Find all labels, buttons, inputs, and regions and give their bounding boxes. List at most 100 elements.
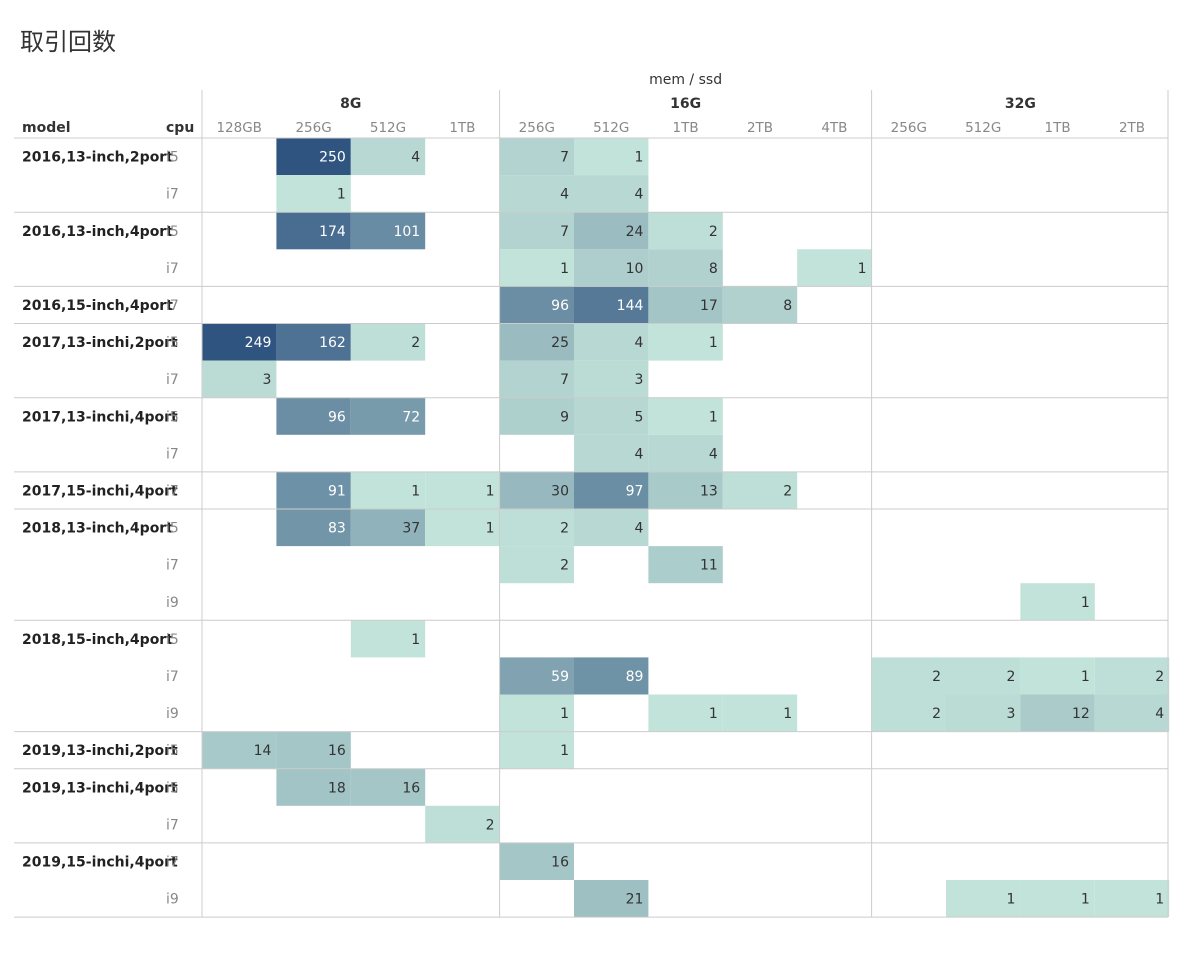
heatmap-cell [1020,657,1095,695]
mem-header-16g: 16G [670,96,701,112]
cell-value-label: 37 [402,521,420,537]
cell-value-label: 144 [617,298,644,314]
heatmap-cell [648,286,723,324]
cpu-label: i7 [166,372,179,388]
heatmap-cell [499,546,574,584]
cell-value-label: 10 [626,261,644,277]
heatmap-cell [202,731,277,769]
heatmap-cell [276,471,351,509]
cell-value-label: 14 [254,743,272,759]
cell-value-label: 4 [634,446,643,462]
cpu-label: i5 [166,224,179,240]
heatmap-cell [574,286,649,324]
cell-value-label: 59 [551,669,569,685]
cell-value-label: 2 [411,335,420,351]
heatmap-cell [499,731,574,769]
ssd-header-8g-256g: 256G [295,120,331,136]
heatmap-cell [946,694,1021,732]
cell-value-label: 91 [328,483,346,499]
heatmap-cell [574,880,649,918]
heatmap-cell [574,138,649,176]
cell-value-label: 1 [411,483,420,499]
heatmap-cell [574,509,649,547]
ssd-header-16g-1tb: 1TB [673,120,699,136]
cell-value-label: 21 [626,892,644,908]
heatmap-cell [350,471,426,509]
ssd-header-16g-256g: 256G [519,120,555,136]
model-label: 2017,15-inchi,4port [22,483,178,499]
cpu-label: i5 [166,743,179,759]
cell-value-label: 4 [634,335,643,351]
heatmap-cell [499,842,574,880]
cell-value-label: 24 [626,224,644,240]
heatmap-cell [350,397,426,435]
heatmap-cell [946,880,1021,918]
cell-value-label: 1 [709,409,718,425]
row-header-cpu: cpu [166,120,194,136]
model-label: 2016,13-inch,2port [22,150,173,166]
cell-value-label: 7 [560,150,569,166]
ssd-header-16g-2tb: 2TB [747,120,773,136]
model-label: 2017,13-inchi,2port [22,335,178,351]
cpu-label: i5 [166,335,179,351]
heatmap-cell [722,286,798,324]
cpu-label: i7 [166,298,179,314]
heatmap-cell [1094,880,1170,918]
cell-value-label: 9 [560,409,569,425]
heatmap-cell [499,360,574,398]
heatmap-cell [350,509,426,547]
heatmap-cell [276,175,351,213]
cell-value-label: 2 [560,558,569,574]
heatmap-cell [648,471,723,509]
cpu-label: i7 [166,817,179,833]
cell-value-label: 96 [551,298,569,314]
cell-value-label: 1 [1006,892,1015,908]
ssd-header-32g-2tb: 2TB [1119,120,1145,136]
cell-value-label: 25 [551,335,569,351]
cell-value-label: 2 [486,817,495,833]
cell-value-label: 250 [319,150,346,166]
model-label: 2016,13-inch,4port [22,224,173,240]
cpu-label: i5 [166,521,179,537]
heatmap-cell [276,212,351,250]
cpu-label: i5 [166,632,179,648]
cpu-label: i7 [166,558,179,574]
heatmap-cell [648,249,723,287]
cpu-label: i5 [166,150,179,166]
cell-value-label: 1 [560,706,569,722]
cell-value-label: 4 [634,521,643,537]
model-label: 2017,13-inchi,4port [22,409,178,425]
cell-value-label: 72 [402,409,420,425]
cell-value-label: 8 [709,261,718,277]
cell-value-label: 101 [393,224,420,240]
cell-value-label: 16 [551,854,569,870]
cell-value-label: 8 [783,298,792,314]
heatmap-cell [1094,657,1170,695]
heatmap-cell [276,731,351,769]
heatmap-cell [574,249,649,287]
cell-value-label: 17 [700,298,718,314]
cell-value-label: 1 [1081,595,1090,611]
heatmap-cell [1020,880,1095,918]
heatmap-cell [350,620,426,658]
ssd-header-16g-4tb: 4TB [821,120,847,136]
cell-value-label: 1 [709,335,718,351]
cell-value-label: 4 [709,446,718,462]
cell-value-label: 1 [858,261,867,277]
heatmap-cell [350,212,426,250]
heatmap-cell [648,212,723,250]
heatmap-cell [574,175,649,213]
cell-value-label: 5 [634,409,643,425]
cpu-label: i9 [166,706,179,722]
cell-value-label: 1 [486,483,495,499]
heatmap-cell [276,509,351,547]
heatmap-cell [276,397,351,435]
heatmap-cell [722,471,798,509]
heatmap-cell [350,138,426,176]
text-layer: mem / ssd model cpu 8G 16G 32G 128GB 256G 512G 1T… [22,72,1164,908]
cell-value-label: 83 [328,521,346,537]
cell-value-label: 162 [319,335,346,351]
cell-value-label: 249 [245,335,272,351]
heatmap-cell [946,657,1021,695]
